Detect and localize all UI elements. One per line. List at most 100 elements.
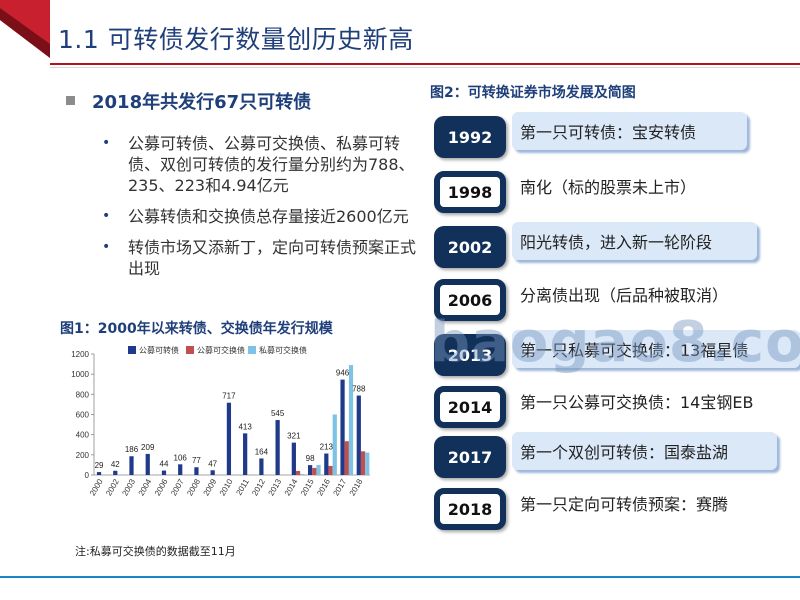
bar-public-cb xyxy=(178,464,183,475)
timeline-event-text: 第一只可转债：宝安转债 xyxy=(512,112,747,150)
bar-public-eb xyxy=(312,467,317,475)
timeline-year-badge: 2002 xyxy=(434,226,506,268)
y-tick-label: 400 xyxy=(76,431,90,440)
section-heading: 2018年共发行67只可转债 xyxy=(92,92,312,113)
data-label: 413 xyxy=(238,422,252,431)
chart-footnote: 注:私募可交换债的数据截至11月 xyxy=(75,545,236,558)
timeline-event-text: 第一个双创可转债：国泰盐湖 xyxy=(512,432,777,470)
data-label: 164 xyxy=(255,447,269,456)
x-tick-label: 2009 xyxy=(202,477,219,497)
bar-public-cb xyxy=(356,395,361,475)
legend-swatch xyxy=(128,346,136,354)
data-label: 29 xyxy=(95,461,104,470)
bar-public-cb xyxy=(113,470,118,475)
y-tick-label: 1200 xyxy=(71,350,89,359)
timeline-year-badge: 2013 xyxy=(434,334,506,376)
data-label: 213 xyxy=(320,443,334,452)
list-item: • 公募可转债、公募可交换债、私募可转债、双创可转债的发行量分别约为788、235… xyxy=(100,133,425,196)
data-label: 47 xyxy=(208,459,217,468)
bar-private-eb xyxy=(300,473,305,475)
x-tick-label: 2018 xyxy=(348,477,365,497)
x-tick-label: 2003 xyxy=(120,477,137,497)
bar-public-cb xyxy=(161,470,167,475)
data-label: 77 xyxy=(192,456,201,465)
data-label: 545 xyxy=(271,409,285,418)
bar-public-eb xyxy=(344,441,349,475)
bar-public-eb xyxy=(360,451,366,475)
bar-public-cb xyxy=(194,467,199,475)
x-tick-label: 2010 xyxy=(218,477,235,497)
y-tick-label: 800 xyxy=(76,390,90,399)
timeline-year-badge: 2017 xyxy=(434,436,506,478)
bullet-dot-icon: • xyxy=(102,135,111,151)
data-label: 42 xyxy=(111,460,120,469)
x-tick-label: 2012 xyxy=(250,477,267,497)
bar-private-eb xyxy=(348,365,354,475)
legend-label: 公募可转债 xyxy=(139,345,179,355)
watermark-text: baogao8.com xyxy=(430,310,800,375)
x-tick-label: 2016 xyxy=(315,477,332,497)
bar-public-cb xyxy=(145,453,150,475)
timeline-row: 分离债出现（后品种被取消） 2006 xyxy=(434,275,800,321)
timeline-year-badge: 2014 xyxy=(434,386,506,428)
list-item: • 公募转债和交换债总存量接近2600亿元 xyxy=(100,206,425,227)
x-tick-label: 2013 xyxy=(267,477,284,497)
y-tick-label: 600 xyxy=(76,411,90,420)
x-tick-label: 2007 xyxy=(169,477,186,497)
bar-public-cb xyxy=(226,402,232,475)
data-label: 186 xyxy=(125,445,139,454)
list-item-text: 转债市场又添新丁，定向可转债预案正式出现 xyxy=(128,238,417,278)
data-label: 946 xyxy=(336,369,350,378)
x-tick-label: 2002 xyxy=(104,477,121,497)
timeline-year-badge: 2018 xyxy=(434,488,506,530)
list-item: • 转债市场又添新丁，定向可转债预案正式出现 xyxy=(100,237,425,279)
legend-swatch xyxy=(186,346,194,354)
data-label: 98 xyxy=(306,454,315,463)
data-label: 717 xyxy=(222,392,236,401)
heading-bullet-icon xyxy=(66,96,75,105)
x-tick-label: 2015 xyxy=(299,477,316,497)
legend-swatch xyxy=(248,346,256,354)
timeline-row: 第一个双创可转债：国泰盐湖 2017 xyxy=(434,432,800,478)
list-item-text: 公募可转债、公募可交换债、私募可转债、双创可转债的发行量分别约为788、235、… xyxy=(128,134,415,195)
timeline-event-text: 分离债出现（后品种被取消） xyxy=(520,286,729,305)
timeline-row: 第一只公募可交换债：14宝钢EB 2014 xyxy=(434,382,800,428)
bar-public-cb xyxy=(291,442,296,475)
bar-public-cb xyxy=(275,420,280,475)
bar-public-cb xyxy=(307,465,313,475)
timeline-row: 南化（标的股票未上市） 1998 xyxy=(434,167,800,213)
timeline-row: 阳光转债，进入新一轮阶段 2002 xyxy=(434,222,800,268)
legend-label: 私募可交换债 xyxy=(259,345,307,355)
bullet-dot-icon: • xyxy=(102,208,111,224)
timeline-row: 第一只定向可转债预案：赛腾 2018 xyxy=(434,484,800,530)
x-tick-label: 2011 xyxy=(234,477,251,497)
timeline-event-text: 第一只公募可交换债：14宝钢EB xyxy=(520,393,754,412)
bar-public-cb xyxy=(324,453,329,475)
bar-private-eb xyxy=(332,414,337,475)
x-tick-label: 2006 xyxy=(153,477,170,497)
bar-public-cb xyxy=(243,433,248,475)
x-tick-label: 2004 xyxy=(137,477,154,497)
page-title: 1.1 可转债发行数量创历史新高 xyxy=(58,25,414,54)
timeline-year-badge: 1998 xyxy=(434,171,506,213)
title-divider xyxy=(50,63,800,65)
x-tick-label: 2008 xyxy=(185,477,202,497)
timeline-year-badge: 1992 xyxy=(434,116,506,158)
timeline-event-text: 南化（标的股票未上市） xyxy=(520,178,697,197)
bar-public-eb xyxy=(328,465,333,475)
legend-label: 公募可交换债 xyxy=(197,345,245,355)
timeline-row: 第一只私募可交换债：13福星债 2013 xyxy=(434,330,800,376)
figure2-title: 图2：可转换证券市场发展及简图 xyxy=(430,85,636,101)
data-label: 321 xyxy=(287,432,301,441)
timeline-event-text: 第一只私募可交换债：13福星债 xyxy=(512,330,800,368)
bar-private-eb xyxy=(316,464,321,475)
bar-public-cb xyxy=(96,472,102,475)
bullet-list: • 公募可转债、公募可交换债、私募可转债、双创可转债的发行量分别约为788、235… xyxy=(100,133,425,289)
y-tick-label: 1000 xyxy=(71,370,89,379)
market-timeline: 第一只可转债：宝安转债 1992 南化（标的股票未上市） 1998 阳光转债，进入新一轮… xyxy=(434,112,800,542)
list-item-text: 公募转债和交换债总存量接近2600亿元 xyxy=(128,207,409,226)
timeline-row: 第一只可转债：宝安转债 1992 xyxy=(434,112,800,158)
data-label: 44 xyxy=(160,460,169,469)
bar-public-cb xyxy=(129,456,134,475)
x-tick-label: 2017 xyxy=(331,477,348,497)
